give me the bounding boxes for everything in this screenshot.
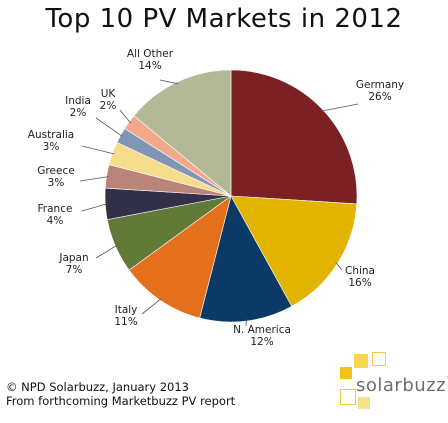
slice-percent-japan: 7% [66, 264, 83, 276]
footer-credit: © NPD Solarbuzz, January 2013 From forth… [6, 380, 235, 408]
slice-percent-china: 16% [348, 277, 371, 289]
slice-label-all-other: All Other [127, 48, 174, 60]
logo-square [354, 354, 368, 368]
pie-slice-italy [128, 195, 232, 319]
label-leaders [79, 79, 359, 327]
leader-line-australia [81, 145, 115, 155]
leader-line-uk [119, 109, 132, 124]
logo-square [358, 397, 370, 409]
solarbuzz-logo: solarbuzz™ [340, 352, 448, 415]
logo-wordmark: solarbuzz™ [356, 375, 448, 396]
pie-slice-germany [230, 69, 358, 205]
slice-percent-n-america: 12% [250, 336, 273, 348]
slice-label-italy: Italy [115, 304, 138, 316]
slice-percent-italy: 11% [114, 316, 137, 328]
slice-percent-india: 2% [70, 107, 87, 119]
slice-label-japan: Japan [58, 252, 88, 264]
pie-slice-n-america [199, 195, 293, 323]
pie-slice-china [230, 195, 358, 307]
leader-line-n-america [245, 318, 247, 327]
leader-line-japan [95, 244, 118, 259]
footer-line-source: From forthcoming Marketbuzz PV report [6, 394, 236, 408]
leader-line-china [335, 262, 343, 271]
logo-square [372, 352, 386, 366]
leader-line-italy [141, 298, 162, 315]
slice-label-n-america: N. America [233, 324, 291, 336]
slice-percent-all-other: 14% [138, 60, 161, 72]
slice-percent-france: 4% [47, 215, 64, 227]
logo-square [340, 367, 352, 379]
footer-line-copyright: © NPD Solarbuzz, January 2013 [6, 380, 190, 394]
slice-percent-germany: 26% [368, 91, 391, 103]
slice-percent-uk: 2% [100, 100, 117, 112]
chart-title: Top 10 PV Markets in 2012 [45, 4, 403, 34]
slice-label-france: France [38, 203, 73, 215]
logo-square [340, 389, 356, 405]
slice-percent-greece: 3% [48, 177, 65, 189]
slice-label-uk: UK [101, 88, 117, 100]
slice-label-australia: Australia [28, 129, 74, 141]
leader-line-india [95, 117, 123, 137]
slice-percent-australia: 3% [43, 141, 60, 153]
slice-label-china: China [345, 265, 375, 277]
slice-label-india: India [65, 95, 91, 107]
leader-line-france [81, 203, 108, 212]
leader-line-germany [321, 103, 359, 112]
slice-label-germany: Germany [356, 79, 404, 91]
leader-line-all-other [159, 79, 179, 85]
pie-slices [104, 69, 358, 323]
pie-slice-all-other [133, 69, 232, 197]
slice-label-greece: Greece [37, 165, 74, 177]
leader-line-greece [79, 176, 109, 182]
